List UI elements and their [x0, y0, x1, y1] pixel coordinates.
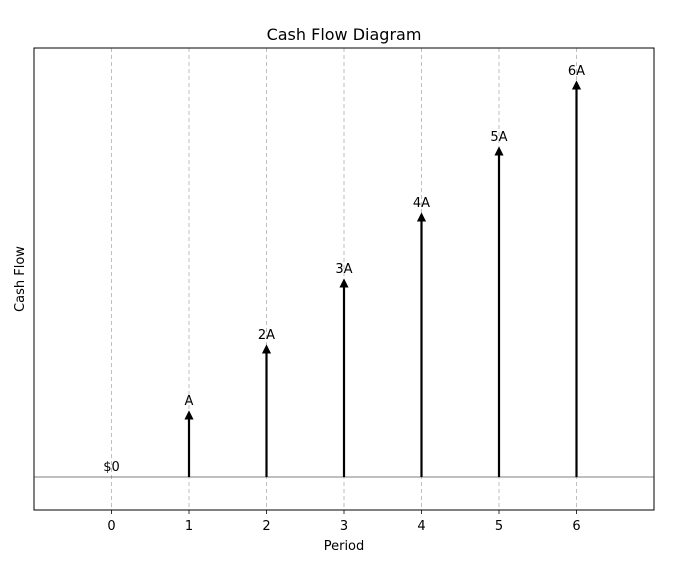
- cash-flow-arrows: [184, 80, 582, 477]
- data-label-1: A: [185, 394, 194, 409]
- x-tick-label-5: 5: [495, 519, 503, 534]
- data-label-3: 3A: [335, 262, 352, 277]
- y-axis-label: Cash Flow: [13, 246, 28, 312]
- data-label-0: $0: [103, 460, 120, 475]
- x-tick-label-6: 6: [572, 519, 580, 534]
- x-tick-label-2: 2: [262, 519, 270, 534]
- chart-title: Cash Flow Diagram: [267, 25, 422, 44]
- data-label-2: 2A: [258, 328, 275, 343]
- data-label-5: 5A: [490, 130, 507, 145]
- x-ticks: 0 1 2 3 4 5 6: [107, 510, 581, 534]
- x-tick-label-0: 0: [107, 519, 115, 534]
- x-tick-label-1: 1: [185, 519, 193, 534]
- data-labels: $0 A 2A 3A 4A 5A 6A: [103, 64, 585, 475]
- data-label-6: 6A: [568, 64, 585, 79]
- x-tick-label-4: 4: [417, 519, 425, 534]
- x-tick-label-3: 3: [340, 519, 348, 534]
- data-label-4: 4A: [413, 196, 430, 211]
- x-axis-label: Period: [324, 539, 365, 554]
